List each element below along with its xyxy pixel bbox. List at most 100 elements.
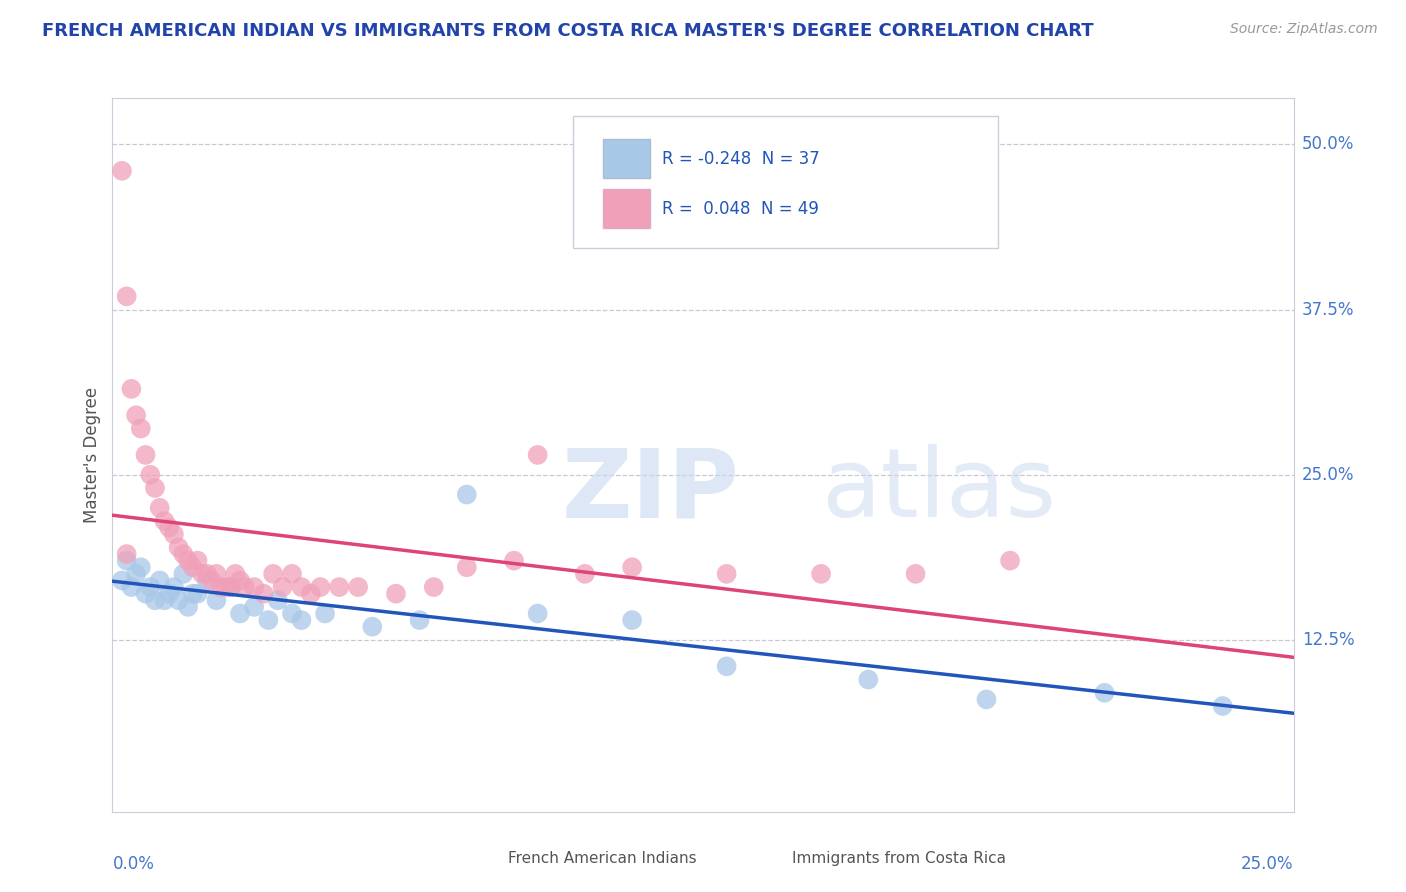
Point	[281, 566, 304, 581]
Point	[209, 580, 232, 594]
Point	[309, 580, 332, 594]
Point	[361, 620, 384, 634]
Point	[181, 560, 204, 574]
Point	[135, 587, 157, 601]
Point	[139, 467, 162, 482]
Text: 37.5%: 37.5%	[1302, 301, 1354, 318]
Point	[129, 421, 152, 435]
Point	[299, 587, 322, 601]
Point	[139, 580, 162, 594]
Point	[281, 607, 304, 621]
Point	[1212, 698, 1234, 713]
Point	[233, 580, 256, 594]
Point	[120, 382, 142, 396]
Point	[262, 566, 284, 581]
Point	[157, 520, 180, 534]
Point	[904, 566, 927, 581]
Text: Immigrants from Costa Rica: Immigrants from Costa Rica	[792, 851, 1005, 865]
Point	[290, 613, 312, 627]
Point	[163, 580, 186, 594]
Point	[347, 580, 370, 594]
FancyBboxPatch shape	[467, 844, 501, 872]
Point	[526, 607, 548, 621]
Point	[191, 566, 214, 581]
Point	[243, 599, 266, 614]
Point	[253, 587, 276, 601]
Text: R =  0.048  N = 49: R = 0.048 N = 49	[662, 201, 818, 219]
Point	[125, 409, 148, 423]
Text: FRENCH AMERICAN INDIAN VS IMMIGRANTS FROM COSTA RICA MASTER'S DEGREE CORRELATION: FRENCH AMERICAN INDIAN VS IMMIGRANTS FRO…	[42, 22, 1094, 40]
Point	[224, 566, 246, 581]
Point	[205, 593, 228, 607]
Point	[976, 692, 998, 706]
Point	[219, 580, 242, 594]
Point	[195, 574, 218, 588]
Text: atlas: atlas	[821, 444, 1056, 537]
Point	[456, 487, 478, 501]
Point	[115, 289, 138, 303]
Text: Source: ZipAtlas.com: Source: ZipAtlas.com	[1230, 22, 1378, 37]
Point	[621, 613, 644, 627]
Point	[186, 554, 208, 568]
Point	[143, 593, 166, 607]
Point	[229, 607, 252, 621]
Text: 12.5%: 12.5%	[1302, 631, 1354, 648]
Text: 25.0%: 25.0%	[1241, 855, 1294, 873]
Point	[201, 574, 224, 588]
FancyBboxPatch shape	[603, 139, 650, 178]
Point	[503, 554, 526, 568]
Point	[1094, 686, 1116, 700]
Point	[181, 587, 204, 601]
Point	[177, 554, 200, 568]
FancyBboxPatch shape	[751, 844, 783, 872]
Point	[271, 580, 294, 594]
Point	[172, 547, 194, 561]
Point	[149, 574, 172, 588]
Text: ZIP: ZIP	[561, 444, 740, 537]
Point	[167, 593, 190, 607]
Point	[153, 593, 176, 607]
Point	[314, 607, 336, 621]
Point	[385, 587, 408, 601]
Point	[153, 514, 176, 528]
Point	[172, 566, 194, 581]
Point	[115, 554, 138, 568]
Point	[243, 580, 266, 594]
Point	[111, 163, 134, 178]
Point	[290, 580, 312, 594]
Point	[157, 587, 180, 601]
Point	[621, 560, 644, 574]
FancyBboxPatch shape	[603, 189, 650, 228]
Point	[257, 613, 280, 627]
Point	[574, 566, 596, 581]
Text: 50.0%: 50.0%	[1302, 136, 1354, 153]
Point	[143, 481, 166, 495]
Text: R = -0.248  N = 37: R = -0.248 N = 37	[662, 150, 820, 168]
Point	[328, 580, 350, 594]
Point	[422, 580, 444, 594]
Point	[195, 566, 218, 581]
Point	[205, 566, 228, 581]
Point	[716, 566, 738, 581]
Text: French American Indians: French American Indians	[508, 851, 697, 865]
Text: 25.0%: 25.0%	[1302, 466, 1354, 483]
Point	[120, 580, 142, 594]
Point	[111, 574, 134, 588]
Point	[810, 566, 832, 581]
Text: 0.0%: 0.0%	[112, 855, 155, 873]
Point	[219, 580, 242, 594]
FancyBboxPatch shape	[574, 116, 998, 248]
Point	[115, 547, 138, 561]
Point	[229, 574, 252, 588]
Point	[177, 599, 200, 614]
Point	[215, 580, 238, 594]
Point	[998, 554, 1021, 568]
Point	[186, 587, 208, 601]
Point	[149, 500, 172, 515]
Point	[129, 560, 152, 574]
Point	[167, 541, 190, 555]
Point	[125, 566, 148, 581]
Point	[163, 527, 186, 541]
Point	[267, 593, 290, 607]
Point	[526, 448, 548, 462]
